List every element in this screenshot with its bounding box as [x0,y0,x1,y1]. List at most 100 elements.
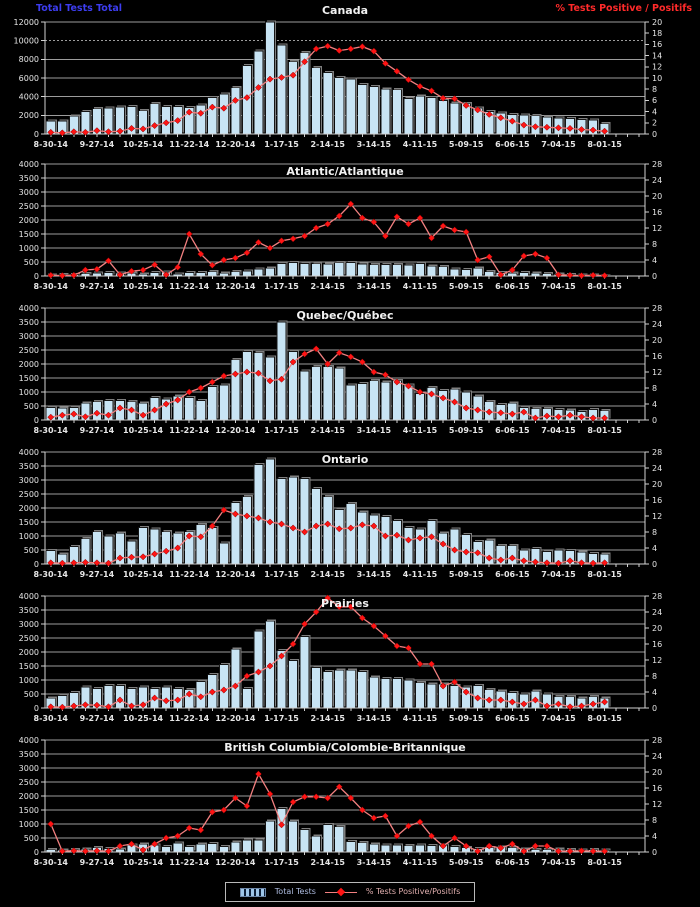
left-axis-tick-labels: 0 500 1000 1500 2000 2500 3000 3500 4000 [19,160,39,281]
svg-text:4: 4 [652,688,657,697]
svg-text:12: 12 [652,368,662,377]
svg-text:1500: 1500 [19,662,39,671]
svg-text:2-14-15: 2-14-15 [310,282,345,291]
percent-positive-line [47,506,609,567]
right-axis-tick-labels: 0 4 8 12 16 20 24 28 [652,592,662,713]
percent-positive-line-swatch-icon [324,887,357,897]
svg-text:2500: 2500 [19,490,39,499]
svg-text:4-11-15: 4-11-15 [403,140,438,149]
svg-text:1500: 1500 [19,518,39,527]
total-tests-bars [45,457,611,565]
svg-text:0: 0 [652,272,657,281]
svg-text:8-01-15: 8-01-15 [587,282,622,291]
svg-text:1-17-15: 1-17-15 [264,426,299,435]
svg-text:8-01-15: 8-01-15 [587,570,622,579]
chart-panel-canada: 0 2000 4000 6000 8000 10000 12000 0 2 4 6 8 10 12 14 16… [14,3,693,149]
svg-text:10-25-14: 10-25-14 [123,140,163,149]
svg-text:4-11-15: 4-11-15 [403,570,438,579]
total-tests-bars [45,260,611,277]
svg-text:1500: 1500 [19,806,39,815]
svg-text:8: 8 [652,240,657,249]
svg-text:12: 12 [652,63,662,72]
svg-text:11-22-14: 11-22-14 [169,714,209,723]
svg-text:500: 500 [24,402,39,411]
svg-text:6-06-15: 6-06-15 [495,858,530,867]
svg-text:0: 0 [652,560,657,569]
svg-text:1500: 1500 [19,230,39,239]
svg-text:3500: 3500 [19,174,39,183]
svg-text:5-09-15: 5-09-15 [449,714,484,723]
svg-text:3000: 3000 [19,764,39,773]
chart-panel-ontario: 0 500 1000 1500 2000 2500 3000 3500 4000 0 4 8 12 16 2… [19,448,663,579]
total-tests-bars [45,20,611,135]
svg-text:0: 0 [652,848,657,857]
svg-text:4-11-15: 4-11-15 [403,858,438,867]
x-axis-tick-labels: 8-30-14 9-27-14 10-25-14 11-22-14 12-20-14 1-… [34,140,623,149]
chart-title-prairies: Prairies [321,597,369,610]
svg-text:6-06-15: 6-06-15 [495,140,530,149]
svg-text:0: 0 [34,704,39,713]
left-axis-title: Total Tests Total [36,3,122,14]
chart-title-british-columbia-colombie-britannique: British Columbia/Colombie-Britannique [224,741,466,754]
svg-text:3500: 3500 [19,750,39,759]
percent-positive-line [47,200,609,280]
svg-text:2-14-15: 2-14-15 [310,140,345,149]
svg-text:20: 20 [652,768,662,777]
svg-text:8-30-14: 8-30-14 [34,714,69,723]
x-axis-tick-labels: 8-30-14 9-27-14 10-25-14 11-22-14 12-20-14 1-… [34,714,623,723]
svg-text:0: 0 [652,416,657,425]
left-axis-tick-labels: 0 500 1000 1500 2000 2500 3000 3500 4000 [19,304,39,425]
svg-text:8-30-14: 8-30-14 [34,282,69,291]
svg-text:11-22-14: 11-22-14 [169,282,209,291]
svg-text:28: 28 [652,448,662,457]
svg-text:1-17-15: 1-17-15 [264,140,299,149]
svg-text:1000: 1000 [19,244,39,253]
svg-text:24: 24 [652,608,662,617]
svg-text:1-17-15: 1-17-15 [264,570,299,579]
svg-text:7-04-15: 7-04-15 [541,714,576,723]
svg-text:12-20-14: 12-20-14 [215,140,255,149]
svg-text:4-11-15: 4-11-15 [403,282,438,291]
axes [41,595,649,711]
svg-text:3-14-15: 3-14-15 [357,714,392,723]
svg-text:3000: 3000 [19,476,39,485]
svg-text:4-11-15: 4-11-15 [403,426,438,435]
svg-text:6-06-15: 6-06-15 [495,570,530,579]
svg-text:16: 16 [652,40,662,49]
x-axis-tick-labels: 8-30-14 9-27-14 10-25-14 11-22-14 12-20-14 1-… [34,858,623,867]
chart-panels: 0 2000 4000 6000 8000 10000 12000 0 2 4 6 8 10 12 14 16… [14,3,693,867]
svg-text:5-09-15: 5-09-15 [449,426,484,435]
svg-text:7-04-15: 7-04-15 [541,426,576,435]
svg-text:28: 28 [652,160,662,169]
svg-text:12-20-14: 12-20-14 [215,858,255,867]
svg-text:3-14-15: 3-14-15 [357,426,392,435]
svg-text:10-25-14: 10-25-14 [123,570,163,579]
svg-text:12: 12 [652,656,662,665]
svg-text:4000: 4000 [19,592,39,601]
svg-text:16: 16 [652,496,662,505]
svg-text:16: 16 [652,640,662,649]
left-axis-tick-labels: 0 2000 4000 6000 8000 10000 12000 [14,18,39,139]
svg-text:2: 2 [652,119,657,128]
svg-text:9-27-14: 9-27-14 [80,140,115,149]
left-axis-tick-labels: 0 500 1000 1500 2000 2500 3000 3500 4000 [19,592,39,713]
svg-text:12-20-14: 12-20-14 [215,714,255,723]
svg-text:4: 4 [652,832,657,841]
chart-panel-atlantic-atlantique: 0 500 1000 1500 2000 2500 3000 3500 4000 0 4 8 12 16 2… [19,160,663,291]
svg-text:0: 0 [34,130,39,139]
svg-text:8: 8 [652,672,657,681]
svg-text:14: 14 [652,51,662,60]
svg-text:9-27-14: 9-27-14 [80,570,115,579]
svg-text:20: 20 [652,624,662,633]
svg-text:2500: 2500 [19,346,39,355]
right-axis-tick-labels: 0 4 8 12 16 20 24 28 [652,304,662,425]
right-axis-title: % Tests Positive / Positifs [555,3,692,14]
svg-text:4-11-15: 4-11-15 [403,714,438,723]
svg-text:12-20-14: 12-20-14 [215,570,255,579]
svg-text:8-30-14: 8-30-14 [34,140,69,149]
svg-text:7-04-15: 7-04-15 [541,140,576,149]
svg-text:24: 24 [652,752,662,761]
total-tests-bars [45,619,611,709]
chart-title-atlantic-atlantique: Atlantic/Atlantique [286,165,403,178]
svg-text:7-04-15: 7-04-15 [541,570,576,579]
